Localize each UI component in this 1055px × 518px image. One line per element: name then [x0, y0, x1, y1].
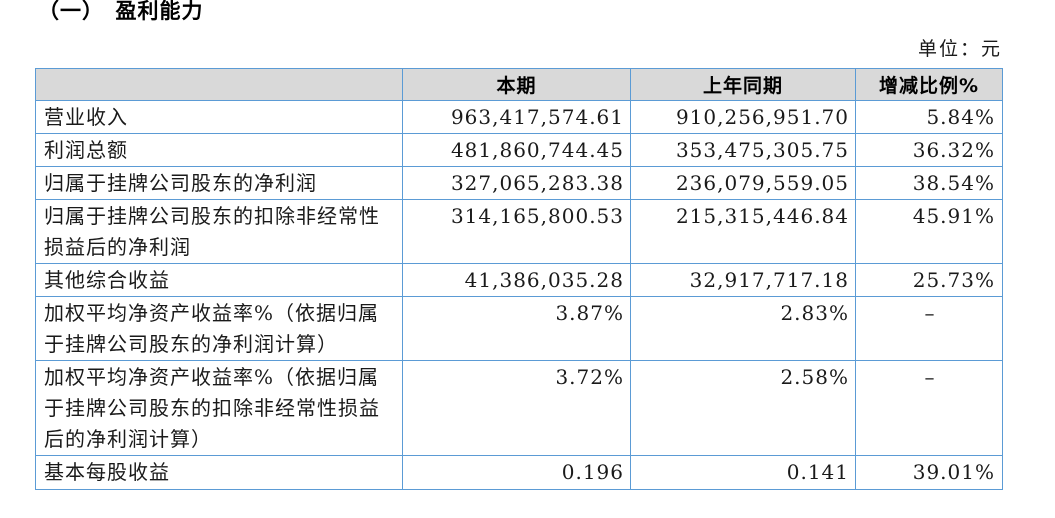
- prior-period-value: 236,079,559.05: [630, 166, 856, 200]
- change-ratio-value: –: [855, 296, 1003, 361]
- current-period-value: 481,860,744.45: [402, 133, 631, 167]
- unit-label: 单位：元: [917, 38, 1002, 60]
- profitability-table: 本期 上年同期 增减比例% 营业收入 963,417,574.61 910,25…: [35, 68, 1003, 490]
- table-header-row: 本期 上年同期 增减比例%: [35, 68, 1003, 101]
- row-label: 其他综合收益: [35, 263, 403, 297]
- row-label: 归属于挂牌公司股东的净利润: [35, 166, 403, 200]
- table-row-net-profit-excl-nonrecurring: 归属于挂牌公司股东的扣除非经常性损益后的净利润 314,165,800.53 2…: [35, 199, 1003, 264]
- prior-period-value: 910,256,951.70: [630, 100, 856, 134]
- section-title: （一） 盈利能力: [38, 0, 204, 23]
- row-label: 基本每股收益: [35, 455, 403, 490]
- prior-period-value: 2.83%: [630, 296, 856, 361]
- prior-period-value: 32,917,717.18: [630, 263, 856, 297]
- row-label: 加权平均净资产收益率%（依据归属于挂牌公司股东的净利润计算）: [35, 296, 403, 361]
- current-period-value: 327,065,283.38: [402, 166, 631, 200]
- table-row-weighted-roe-excl-nonrecurring: 加权平均净资产收益率%（依据归属于挂牌公司股东的扣除非经常性损益后的净利润计算）…: [35, 360, 1003, 456]
- row-label: 利润总额: [35, 133, 403, 167]
- prior-period-value: 2.58%: [630, 360, 856, 456]
- col-header-metric: [35, 68, 403, 101]
- col-header-change-ratio: 增减比例%: [855, 68, 1003, 101]
- current-period-value: 0.196: [402, 455, 631, 490]
- current-period-value: 41,386,035.28: [402, 263, 631, 297]
- change-ratio-value: –: [855, 360, 1003, 456]
- current-period-value: 3.87%: [402, 296, 631, 361]
- table-row-operating-revenue: 营业收入 963,417,574.61 910,256,951.70 5.84%: [35, 100, 1003, 134]
- change-ratio-value: 38.54%: [855, 166, 1003, 200]
- current-period-value: 963,417,574.61: [402, 100, 631, 134]
- row-label: 加权平均净资产收益率%（依据归属于挂牌公司股东的扣除非经常性损益后的净利润计算）: [35, 360, 403, 456]
- current-period-value: 314,165,800.53: [402, 199, 631, 264]
- change-ratio-value: 36.32%: [855, 133, 1003, 167]
- prior-period-value: 0.141: [630, 455, 856, 490]
- prior-period-value: 215,315,446.84: [630, 199, 856, 264]
- col-header-current-period: 本期: [402, 68, 631, 101]
- row-label: 营业收入: [35, 100, 403, 134]
- prior-period-value: 353,475,305.75: [630, 133, 856, 167]
- table-row-other-comprehensive-income: 其他综合收益 41,386,035.28 32,917,717.18 25.73…: [35, 263, 1003, 297]
- current-period-value: 3.72%: [402, 360, 631, 456]
- change-ratio-value: 25.73%: [855, 263, 1003, 297]
- col-header-prior-period: 上年同期: [630, 68, 856, 101]
- table-row-basic-eps: 基本每股收益 0.196 0.141 39.01%: [35, 455, 1003, 490]
- table-row-net-profit-attributable: 归属于挂牌公司股东的净利润 327,065,283.38 236,079,559…: [35, 166, 1003, 200]
- row-label: 归属于挂牌公司股东的扣除非经常性损益后的净利润: [35, 199, 403, 264]
- change-ratio-value: 39.01%: [855, 455, 1003, 490]
- table-row-weighted-roe-net-profit: 加权平均净资产收益率%（依据归属于挂牌公司股东的净利润计算） 3.87% 2.8…: [35, 296, 1003, 361]
- table-row-total-profit: 利润总额 481,860,744.45 353,475,305.75 36.32…: [35, 133, 1003, 167]
- change-ratio-value: 45.91%: [855, 199, 1003, 264]
- change-ratio-value: 5.84%: [855, 100, 1003, 134]
